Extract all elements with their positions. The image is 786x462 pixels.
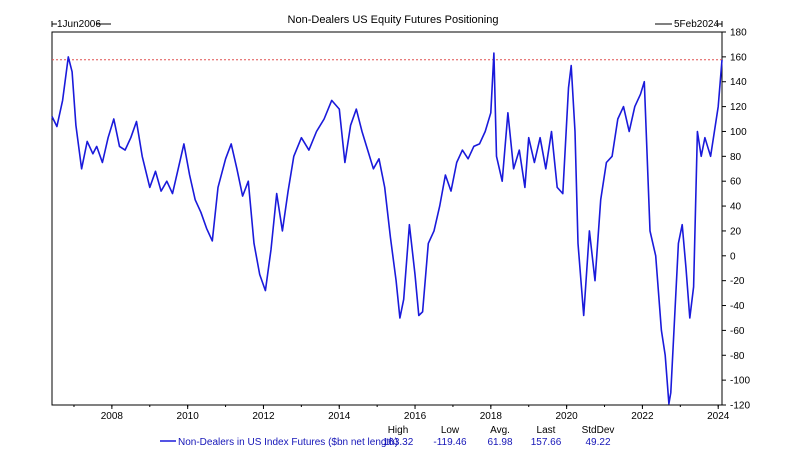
x-tick-label: 2014 bbox=[328, 411, 351, 422]
y-tick-label: -20 bbox=[730, 276, 745, 287]
stat-header: StdDev bbox=[582, 425, 615, 436]
legend-series-label: Non-Dealers in US Index Futures ($bn net… bbox=[178, 437, 398, 448]
y-tick-label: 40 bbox=[730, 202, 742, 213]
stat-header: High bbox=[388, 425, 409, 436]
stat-header: Avg. bbox=[490, 425, 510, 436]
x-tick-label: 2008 bbox=[101, 411, 124, 422]
stat-value: 163.32 bbox=[383, 437, 414, 448]
x-tick-label: 2022 bbox=[631, 411, 654, 422]
stat-value: 61.98 bbox=[487, 437, 512, 448]
x-tick-label: 2024 bbox=[707, 411, 730, 422]
y-tick-label: 20 bbox=[730, 226, 742, 237]
y-tick-label: 120 bbox=[730, 102, 747, 113]
stat-header: Last bbox=[537, 425, 556, 436]
y-tick-label: 0 bbox=[730, 251, 736, 262]
y-axis: 180 160 140 120 100 80 60 40 20 0 -20 -40 -60 -80 -100… bbox=[722, 28, 750, 412]
stat-value: -119.46 bbox=[433, 437, 467, 448]
y-tick-label: 140 bbox=[730, 77, 747, 88]
chart-title: Non-Dealers US Equity Futures Positionin… bbox=[288, 14, 499, 26]
y-tick-label: -80 bbox=[730, 351, 745, 362]
end-date-flag: 5Feb2024 bbox=[655, 19, 723, 30]
x-tick-label: 2010 bbox=[177, 411, 200, 422]
x-axis: 2008 2010 2012 2014 2016 2018 2020 2022 2024 bbox=[73, 405, 730, 422]
x-tick-label: 2012 bbox=[252, 411, 275, 422]
y-tick-label: 180 bbox=[730, 28, 747, 39]
y-tick-label: -120 bbox=[730, 401, 750, 412]
y-tick-label: 60 bbox=[730, 177, 742, 188]
stat-header: Low bbox=[441, 425, 460, 436]
series-line bbox=[51, 52, 723, 405]
x-tick-label: 2016 bbox=[404, 411, 427, 422]
x-tick-label: 2020 bbox=[556, 411, 579, 422]
y-tick-label: -100 bbox=[730, 376, 750, 387]
series-lines bbox=[51, 52, 723, 405]
y-tick-label: 100 bbox=[730, 127, 747, 138]
y-tick-label: -40 bbox=[730, 301, 745, 312]
stat-value: 157.66 bbox=[531, 437, 562, 448]
plot-area bbox=[51, 31, 723, 406]
stat-value: 49.22 bbox=[585, 437, 610, 448]
y-tick-label: 160 bbox=[730, 52, 747, 63]
x-tick-label: 2018 bbox=[480, 411, 503, 422]
y-tick-label: -60 bbox=[730, 326, 745, 337]
start-date-flag: 1Jun2006 bbox=[51, 19, 111, 30]
end-date-label: 5Feb2024 bbox=[674, 19, 719, 30]
start-date-label: 1Jun2006 bbox=[57, 19, 101, 30]
legend: Non-Dealers in US Index Futures ($bn net… bbox=[160, 437, 398, 448]
y-tick-label: 80 bbox=[730, 152, 742, 163]
